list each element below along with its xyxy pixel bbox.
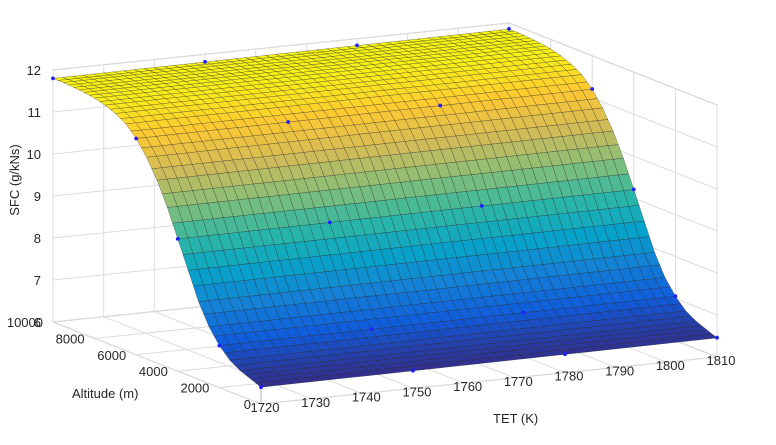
z-axis-label: SFC (g/kNs): [7, 144, 22, 216]
tick-layer: 1720 1730 1740 1750 1760 1770 1780 1790 1800 1810…: [7, 63, 736, 415]
sample-points-layer: [51, 27, 719, 390]
z-tick-label: 10: [27, 147, 41, 162]
y-axis-label: Altitude (m): [72, 386, 138, 401]
x-tick-label: 1760: [453, 379, 482, 394]
data-point: [175, 237, 180, 241]
data-point: [286, 120, 291, 124]
y-tick-label: 4000: [139, 364, 168, 379]
data-point: [203, 60, 207, 64]
data-point: [327, 220, 332, 225]
z-tick-label: 12: [27, 63, 41, 78]
x-axis-label: TET (K): [493, 411, 538, 426]
data-point: [590, 87, 595, 91]
x-tick-label: 1790: [605, 363, 634, 378]
y-tick-label: 8000: [56, 331, 85, 346]
data-point: [507, 27, 511, 31]
z-gridline: [52, 22, 718, 106]
y-tick-label: 6000: [97, 348, 126, 363]
x-tick-label: 1720: [251, 400, 280, 415]
x-tick-label: 1800: [656, 358, 685, 373]
x-tick-label: 1740: [352, 390, 381, 405]
data-point: [521, 310, 526, 315]
data-point: [51, 76, 55, 81]
x-tick-label: 1750: [403, 384, 432, 399]
z-tick-label: 11: [28, 105, 42, 120]
data-point: [369, 327, 374, 331]
data-point: [134, 136, 139, 141]
z-tick-label: 8: [34, 231, 41, 246]
x-tick-label: 1770: [504, 374, 533, 389]
data-point: [563, 352, 567, 357]
data-point: [217, 343, 222, 348]
data-point: [715, 335, 719, 340]
x-tick-label: 1730: [301, 395, 330, 410]
surface-layer: [52, 28, 718, 388]
data-point: [438, 103, 443, 108]
y-tick-label: 2000: [180, 381, 209, 396]
data-point: [355, 43, 359, 48]
data-point: [631, 187, 636, 192]
surface-patch: [701, 333, 718, 340]
y-tick-label: 10000: [7, 315, 43, 330]
data-point: [259, 385, 263, 390]
z-tick-label: 9: [34, 189, 41, 204]
x-tick-label: 1780: [555, 369, 584, 384]
y-tick-label: 0: [244, 397, 251, 412]
data-point: [411, 368, 415, 373]
z-tick-label: 6: [34, 315, 41, 330]
data-point: [673, 294, 678, 298]
x-tick-label: 1810: [707, 353, 736, 368]
z-tick-label: 7: [34, 273, 41, 288]
data-point: [479, 204, 484, 208]
